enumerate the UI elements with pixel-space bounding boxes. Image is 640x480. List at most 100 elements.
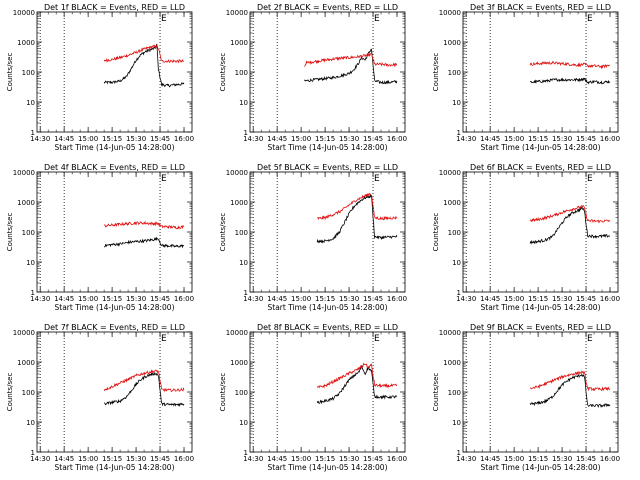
y-axis-label: Counts/sec [219,213,227,252]
panel-det-7: Det 7f BLACK = Events, RED = LLD 1 10 100 10… [6,323,194,472]
x-tick-label: 14:30 [456,295,476,303]
y-tick-label: 100 [22,229,35,237]
y-axis-label: Counts/sec [219,53,227,92]
x-tick-label: 15:15 [528,295,548,303]
y-tick-label: 100 [448,229,461,237]
y-tick-label: 1000 [17,39,35,47]
x-tick-label: 15:00 [291,455,311,463]
flag-label: E [374,14,380,24]
y-tick-label: 10000 [439,169,461,177]
y-tick-label: 100 [235,69,248,77]
x-tick-label: 15:45 [150,135,170,143]
x-axis-label: Start Time (14-Jun-05 14:28:00) [55,303,175,312]
x-tick-label: 14:45 [267,295,287,303]
series-events-line [529,206,611,245]
x-tick-label: 15:00 [78,455,98,463]
series-lld-line [529,204,611,224]
y-tick-label: 1 [244,449,248,457]
x-tick-label: 16:00 [174,455,194,463]
x-tick-label: 15:15 [528,455,548,463]
series-events-line [104,371,185,407]
y-tick-label: 1 [244,289,248,297]
x-axis-label: Start Time (14-Jun-05 14:28:00) [55,463,175,472]
x-tick-label: 14:45 [480,455,500,463]
y-tick-label: 1 [31,289,35,297]
x-tick-label: 15:45 [150,295,170,303]
panel-title: Det 8f BLACK = Events, RED = LLD [257,323,398,332]
y-tick-label: 100 [235,389,248,397]
x-tick-label: 16:00 [600,455,620,463]
x-tick-label: 15:30 [126,455,146,463]
y-tick-label: 10 [26,259,35,267]
x-tick-label: 16:00 [387,455,407,463]
x-tick-label: 15:45 [576,295,596,303]
x-tick-label: 14:45 [267,455,287,463]
y-tick-label: 10000 [226,169,248,177]
x-tick-label: 15:15 [102,455,122,463]
x-tick-label: 15:15 [102,135,122,143]
x-tick-label: 14:45 [54,295,74,303]
y-axis-label: Counts/sec [432,53,440,92]
y-axis-label: Counts/sec [219,373,227,412]
x-axis-label: Start Time (14-Jun-05 14:28:00) [481,143,601,152]
x-tick-label: 15:30 [552,295,572,303]
x-tick-label: 16:00 [600,135,620,143]
series-lld-line [103,369,185,393]
panel-title: Det 2f BLACK = Events, RED = LLD [257,3,398,12]
panel-title: Det 3f BLACK = Events, RED = LLD [470,3,611,12]
series-lld-line [103,220,185,230]
y-tick-label: 1 [31,129,35,137]
panel-det-3: Det 3f BLACK = Events, RED = LLD 1 10 100 10… [432,3,620,152]
y-tick-label: 10000 [13,329,35,337]
x-tick-label: 15:45 [150,455,170,463]
y-tick-label: 1000 [443,359,461,367]
panel-det-1: Det 1f BLACK = Events, RED = LLD 1 10 100 10… [6,3,194,152]
x-tick-label: 15:30 [339,455,359,463]
series-lld-line [529,60,611,70]
x-tick-label: 15:00 [291,135,311,143]
series-events-line [303,48,398,85]
flag-label: E [161,174,167,184]
x-tick-label: 15:00 [78,135,98,143]
flag-label: E [374,334,380,344]
y-tick-label: 10 [239,419,248,427]
series-lld-line [317,192,398,221]
x-tick-label: 14:30 [243,135,263,143]
x-tick-label: 15:15 [315,295,335,303]
y-tick-label: 1 [31,449,35,457]
flag-label: E [587,334,593,344]
panel-title: Det 7f BLACK = Events, RED = LLD [44,323,185,332]
x-tick-label: 14:30 [243,455,263,463]
x-tick-label: 15:15 [528,135,548,143]
x-tick-label: 15:15 [315,455,335,463]
x-tick-label: 16:00 [174,295,194,303]
x-tick-label: 16:00 [174,135,194,143]
x-axis-label: Start Time (14-Jun-05 14:28:00) [55,143,175,152]
panel-det-6: Det 6f BLACK = Events, RED = LLD 1 10 100 10… [432,163,620,312]
y-tick-label: 10000 [439,329,461,337]
x-tick-label: 15:45 [576,455,596,463]
panel-title: Det 5f BLACK = Events, RED = LLD [257,163,398,172]
x-axis-label: Start Time (14-Jun-05 14:28:00) [268,303,388,312]
x-tick-label: 14:45 [480,135,500,143]
y-tick-label: 10 [239,99,248,107]
x-tick-label: 14:45 [54,135,74,143]
x-tick-label: 14:45 [480,295,500,303]
y-tick-label: 1 [457,289,461,297]
flag-label: E [161,334,167,344]
y-tick-label: 10 [452,259,461,267]
x-tick-label: 15:45 [363,295,383,303]
y-tick-label: 10000 [226,329,248,337]
x-tick-label: 15:00 [291,295,311,303]
x-tick-label: 15:30 [552,455,572,463]
series-lld-line [317,362,397,389]
panel-det-5: Det 5f BLACK = Events, RED = LLD 1 10 100 10… [219,163,407,312]
x-tick-label: 15:30 [126,295,146,303]
x-tick-label: 15:30 [339,135,359,143]
y-tick-label: 10000 [13,9,35,17]
x-tick-label: 14:30 [243,295,263,303]
x-tick-label: 16:00 [600,295,620,303]
y-tick-label: 10000 [439,9,461,17]
y-axis-label: Counts/sec [432,213,440,252]
